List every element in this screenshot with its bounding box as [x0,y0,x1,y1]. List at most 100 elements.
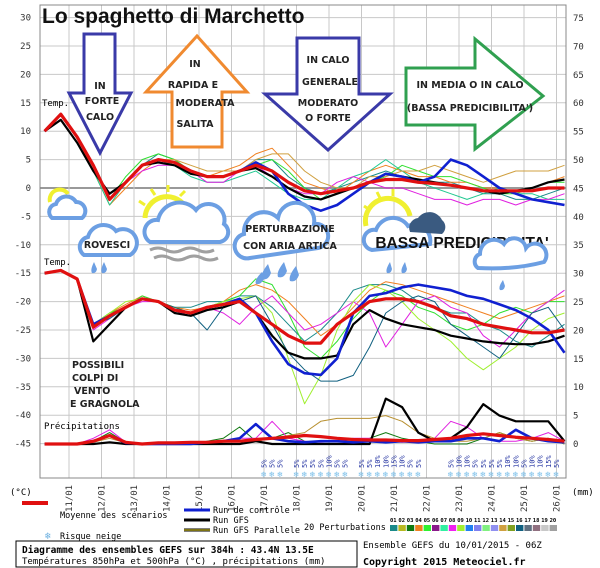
arrow2-line: SALITA [177,119,215,130]
pert-color-swatch [448,525,457,531]
right-tick-label: 70 [573,42,584,52]
series-lines [43,112,566,446]
pert-id-label: 07 [440,518,447,524]
arrow-down-forte-calo: IN FORTE CALO [66,32,134,157]
snowflake-icon: ❄ [504,470,510,479]
x-date-label: 23/01 [455,485,465,512]
right-tick-label: 65 [573,71,584,81]
legend-perturbations-label: 20 Perturbations [304,523,386,533]
snow-risk-pct: 5% [480,459,488,468]
sun-cloud-small-icon [47,187,88,220]
left-tick-label: -45 [15,440,31,450]
pert-color-swatch [499,525,507,531]
left-tick-label: -5 [20,212,31,222]
snow-risk-pct: 5% [309,459,317,468]
arrow2-line: RAPIDA E [168,80,218,91]
snowflake-icon: ❄ [334,470,340,479]
snowflake-icon: ❄ [488,470,494,479]
snowflake-icon: ❄ [342,470,348,479]
snowflake-icon: ❄ [317,470,323,479]
pert-id-label: 18 [533,518,540,524]
snowflake-icon: ❄ [455,470,461,479]
x-date-label: 17/01 [260,485,270,512]
arrow3-line: GENERALE [302,77,358,88]
pert-id-label: 03 [407,518,414,524]
snowflake-icon: ❄ [537,470,543,479]
right-tick-label: 55 [573,128,584,138]
snowflake-icon: ❄ [553,470,559,479]
x-date-label: 16/01 [228,485,238,512]
snowflake-icon: ❄ [301,470,307,479]
pert-color-swatch [423,525,431,531]
snow-risk-pct: 5% [415,459,423,468]
pert-id-label: 17 [524,518,531,524]
snowflake-icon: ❄ [366,470,372,479]
pert-id-label: 11 [474,518,481,524]
snowflake-icon: ❄ [45,531,52,542]
snowflake-icon: ❄ [374,470,380,479]
pert-color-swatch [482,525,490,531]
arrow3-line: MODERATO [298,98,358,109]
snow-risk-pct: 5% [293,459,301,468]
snow-risk-pct: 10% [399,455,407,468]
legend-gfs-parallel-label: Run GFS Parallele [213,526,300,536]
pert-color-swatch [532,525,541,531]
possibili-line: POSSIBILI [72,360,124,371]
snow-risk-pct: 10% [537,455,545,468]
x-axis-dates: 11/01 12/01 13/01 14/01 15/01 16/01 17/01 18/01… [65,485,563,512]
pert-color-swatch [516,525,524,531]
pert-color-swatch [524,525,532,531]
pert-id-label: 16 [516,518,523,524]
snow-risk-pct: 5% [269,459,277,468]
snow-risk-pct: 15% [545,455,553,468]
pert-id-label: 10 [466,518,473,524]
right-tick-label: 30 [573,270,584,280]
snowflake-icon: ❄ [415,470,421,479]
snow-risk-pct: 10% [504,455,512,468]
possibili-line: COLPI DI [72,373,118,384]
arrow4-line: IN MEDIA O IN CALO [416,80,523,91]
arrow-up-icon [142,33,251,149]
snow-risk-pct: 5% [407,459,415,468]
right-tick-label: 60 [573,99,584,109]
sun-dark-cloud-icon [361,189,446,274]
pert-id-label: 15 [508,518,515,524]
snowflake-icon: ❄ [529,470,535,479]
x-date-label: 14/01 [163,485,173,512]
pert-color-swatch [406,525,415,531]
snow-risk-pct: 10% [374,455,382,468]
perturbation-palette: 01 02 03 04 05 06 07 08 09 10 11 12 13 14 15 16 17 18 19 20 [390,518,557,531]
pert-id-label: 14 [499,518,506,524]
pert-color-swatch [490,525,499,531]
arrow2-line: MODERATA [176,98,236,109]
panel-label-precip: Précipitations [44,421,120,432]
x-date-label: 22/01 [423,485,433,512]
pert-id-label: 01 [390,518,397,524]
snowflake-icon: ❄ [472,470,478,479]
snow-risk-pct: 5% [317,459,325,468]
snowflake-icon: ❄ [447,470,453,479]
snowflake-icon: ❄ [480,470,486,479]
rain-cloud-perturbazione-icon: PERTURBAZIONE CON ARIA ARTICA [232,200,338,285]
cloud-right-icon [472,236,549,291]
pert-color-swatch [390,525,398,531]
snow-risk-pct: 5% [488,459,496,468]
left-tick-label: 10 [20,127,31,137]
left-tick-label: -15 [15,269,31,279]
right-tick-label: 35 [573,241,584,251]
left-tick-label: 0 [26,184,31,194]
snow-risk-pct: 5% [472,459,480,468]
pert-color-swatch [541,525,549,531]
series-t850-p05 [44,113,565,200]
arrow3-line: O FORTE [305,113,351,124]
right-tick-label: 10 [573,383,584,393]
snow-risk-pct: 5% [334,459,342,468]
snowflake-icon: ❄ [520,470,526,479]
arrow1-line: IN [94,81,106,92]
x-date-label: 26/01 [553,485,563,512]
pert-id-label: 04 [415,518,422,524]
arrow-down-calo-generale: IN CALO GENERALE MODERATO O FORTE [261,36,394,153]
x-date-label: 24/01 [488,485,498,512]
left-tick-label: 25 [20,42,31,52]
